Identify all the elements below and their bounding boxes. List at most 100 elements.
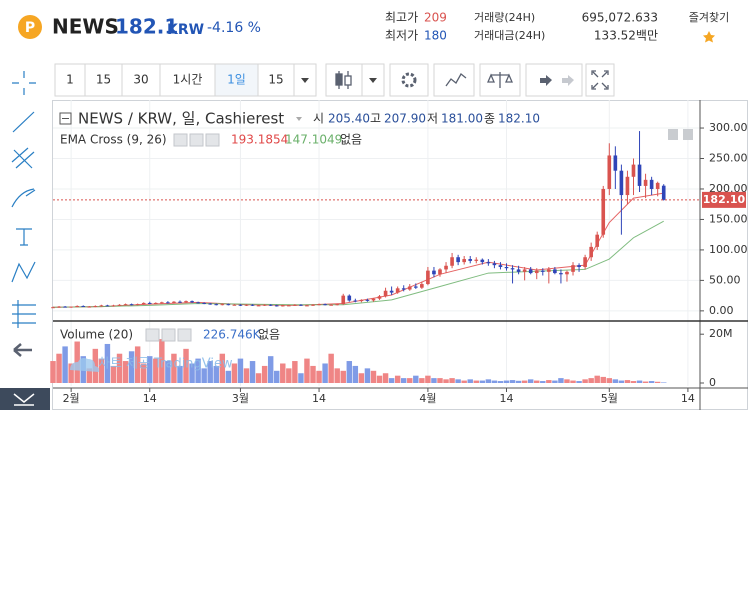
candle-body [93,305,98,307]
candle-body [178,301,182,303]
title-dropdown[interactable] [296,117,302,121]
volume-bar [443,379,449,383]
legend-controls[interactable] [173,133,220,147]
line-tool[interactable] [12,111,35,133]
volume-bar [636,380,643,383]
volume-bar [316,370,322,383]
volume-bar [286,368,292,383]
volume-bar [116,353,123,383]
x-tick-label: 14 [681,392,695,405]
interval-button[interactable] [121,63,161,97]
volume-bar [183,348,189,383]
ohlc-value: 182.10 [498,112,540,126]
interval-button[interactable] [257,63,295,97]
volume-bar [213,365,219,383]
fib-tool[interactable] [11,147,35,169]
candle-body [607,155,612,189]
interval-label[interactable]: 15 [268,73,283,87]
volume-bar [594,375,600,383]
volume-bar [165,361,171,383]
interval-label[interactable]: 1일 [227,73,246,87]
volume-bar [128,351,135,383]
candle-body [335,304,340,306]
volume-bar [280,363,286,383]
legend-controls[interactable] [145,328,192,342]
pane-controls[interactable] [668,129,693,140]
favorite-label[interactable]: 즐겨찾기 [689,11,729,24]
redo-icon [562,75,574,86]
volume-bar [261,365,268,383]
candle-body [486,262,491,264]
volume-bar [255,373,262,383]
value-label: 거래대금(24H) [474,29,545,42]
value: 133.52백만 [594,29,658,43]
candle-body [226,304,231,306]
volume-tick-label: 0 [709,376,716,389]
candle-body [377,296,382,299]
favorite-star[interactable] [703,31,715,43]
last-price-tag [702,191,746,208]
volume-bar [654,381,661,383]
interval-label[interactable]: 1 [66,73,74,87]
fullscreen-button[interactable] [585,63,615,97]
back-tool[interactable] [13,343,32,357]
collapse-icon [13,393,35,406]
interval-button[interactable] [159,63,216,97]
candle-body [214,304,219,306]
candle-body [625,176,630,196]
candle-body [595,234,600,247]
volume-bar [177,365,183,383]
settings-button[interactable] [389,63,429,97]
gear-icon [401,72,417,88]
collapse-legend[interactable] [59,112,72,125]
volume-bar [340,370,346,383]
candle-body [274,305,279,307]
volume-bar [189,363,195,383]
volume-bar [570,380,576,383]
ohlc-label: 시 [313,112,324,126]
interval-button-selected[interactable] [214,63,259,97]
candle-body [75,305,80,307]
watermark-logo [70,358,100,372]
chart-style-button[interactable] [325,63,363,97]
volume-bar [455,379,461,383]
text-tool[interactable] [16,228,32,246]
indicators-button[interactable] [433,63,475,97]
volume-bar [352,365,359,383]
candle-body [498,265,503,267]
candle-body [462,259,466,263]
collapse-tool[interactable] [0,388,50,410]
interval-label[interactable]: 15 [96,73,111,87]
volume-bar [171,353,177,383]
candle-body [389,290,394,293]
candle-body [383,290,388,297]
candle-body [583,257,587,267]
volume-bar [201,368,207,383]
candle-body [232,304,237,306]
tool-icons [0,71,50,410]
volume-bar [243,368,250,383]
crosshair-tool[interactable] [12,71,36,95]
candle-body [438,269,442,275]
volume-bar [364,368,371,383]
volume-bar [310,365,316,383]
volume-bar [231,363,238,383]
interval-label[interactable]: 1시간 [173,73,203,87]
candle-body [147,302,152,304]
interval-label[interactable]: 30 [133,73,148,87]
candle-body [450,257,454,266]
brush-tool[interactable] [11,188,36,208]
candle-body [661,185,666,200]
volume-bar [98,358,105,383]
volume-bar [104,343,111,383]
interval-button[interactable] [54,63,86,97]
candle-body [123,304,128,306]
y-tick-label: 0.00 [709,304,734,317]
candle-body [244,304,249,306]
x-tick-label: 14 [500,392,514,405]
volume-bar [267,356,274,383]
prediction-tool[interactable] [12,300,36,328]
pattern-tool[interactable] [11,261,36,283]
candle-body [166,302,170,304]
